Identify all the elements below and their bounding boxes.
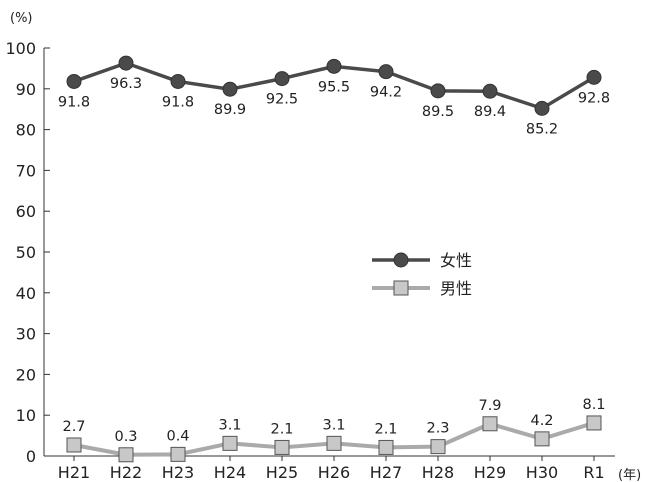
y-tick-label: 100 [5, 39, 36, 58]
data-label-female: 91.8 [162, 94, 194, 110]
data-point-male [66, 437, 82, 453]
data-label-male: 4.2 [530, 413, 553, 429]
data-label-female: 89.9 [214, 102, 246, 118]
data-point-female [66, 73, 82, 89]
data-label-female: 96.3 [110, 76, 142, 92]
y-tick-label: 80 [16, 121, 36, 140]
y-tick-label: 30 [16, 325, 36, 344]
data-label-female: 89.5 [422, 104, 454, 120]
data-point-male [118, 447, 134, 463]
data-label-male: 8.1 [582, 397, 605, 413]
data-label-male: 2.7 [62, 419, 85, 435]
data-point-male [586, 415, 602, 431]
x-tick-label: H25 [266, 463, 298, 482]
data-point-male [326, 435, 342, 451]
data-point-female [222, 81, 238, 97]
data-point-female [430, 83, 446, 99]
y-tick-label: 20 [16, 365, 36, 384]
data-label-male: 3.1 [218, 417, 241, 433]
y-tick-label: 70 [16, 161, 36, 180]
data-label-male: 2.1 [374, 421, 397, 437]
x-tick-label: H27 [370, 463, 402, 482]
data-label-male: 3.1 [322, 417, 345, 433]
data-point-female [534, 100, 550, 116]
x-tick-label: H29 [474, 463, 506, 482]
x-tick-label: R1 [583, 463, 604, 482]
data-label-female: 92.8 [578, 90, 610, 106]
y-tick-label: 10 [16, 406, 36, 425]
data-label-female: 91.8 [58, 94, 90, 110]
data-label-male: 2.1 [270, 421, 293, 437]
x-tick-label: H26 [318, 463, 350, 482]
legend-label-female: 女性 [440, 251, 472, 270]
data-label-male: 2.3 [426, 421, 449, 437]
data-label-female: 85.2 [526, 121, 558, 137]
data-point-male [430, 439, 446, 455]
y-tick-label: 40 [16, 284, 36, 303]
data-point-male [534, 431, 550, 447]
y-unit-label: (%) [10, 11, 33, 26]
data-label-female: 92.5 [266, 92, 298, 108]
x-tick-label: H22 [110, 463, 142, 482]
data-point-female [170, 73, 186, 89]
data-label-female: 95.5 [318, 79, 350, 95]
data-label-male: 0.3 [114, 429, 137, 445]
legend-marker-male [393, 280, 409, 296]
y-tick-label: 0 [26, 447, 36, 466]
data-label-female: 89.4 [474, 104, 506, 120]
legend-label-male: 男性 [440, 279, 472, 298]
y-tick-label: 50 [16, 243, 36, 262]
y-tick-label: 60 [16, 202, 36, 221]
data-label-male: 0.4 [166, 428, 189, 444]
data-point-male [274, 439, 290, 455]
data-point-female [586, 69, 602, 85]
data-point-female [326, 58, 342, 74]
x-tick-label: H21 [58, 463, 90, 482]
x-unit-label: (年) [618, 468, 641, 482]
x-tick-label: H28 [422, 463, 454, 482]
x-tick-label: H30 [526, 463, 558, 482]
data-point-female [118, 55, 134, 71]
data-label-male: 7.9 [478, 398, 501, 414]
data-point-female [482, 83, 498, 99]
x-tick-label: H23 [162, 463, 194, 482]
data-point-male [482, 416, 498, 432]
data-point-male [170, 446, 186, 462]
data-point-female [274, 71, 290, 87]
data-point-male [222, 435, 238, 451]
data-point-male [378, 439, 394, 455]
data-label-female: 94.2 [370, 85, 402, 101]
x-tick-label: H24 [214, 463, 246, 482]
data-point-female [378, 64, 394, 80]
legend-marker-female [393, 252, 409, 268]
y-tick-label: 90 [16, 80, 36, 99]
